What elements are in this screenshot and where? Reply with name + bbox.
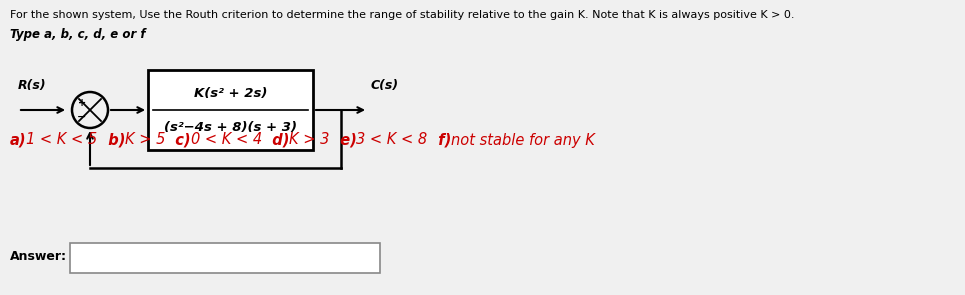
Text: e): e) [330, 132, 356, 148]
FancyBboxPatch shape [70, 243, 380, 273]
Text: +: + [78, 98, 86, 108]
Text: K(s² + 2s): K(s² + 2s) [194, 88, 267, 101]
Text: c): c) [165, 132, 191, 148]
Text: b): b) [97, 132, 125, 148]
Text: For the shown system, Use the Routh criterion to determine the range of stabilit: For the shown system, Use the Routh crit… [10, 10, 794, 20]
Text: K > 3: K > 3 [290, 132, 330, 148]
Text: Answer:: Answer: [10, 250, 67, 263]
Text: 0 < K < 4: 0 < K < 4 [191, 132, 262, 148]
Text: R(s): R(s) [18, 79, 46, 92]
Text: Type a, b, c, d, e or f: Type a, b, c, d, e or f [10, 28, 146, 41]
FancyBboxPatch shape [148, 70, 313, 150]
Text: C(s): C(s) [371, 79, 400, 92]
Text: a): a) [10, 132, 26, 148]
Text: not stable for any K: not stable for any K [451, 132, 594, 148]
Text: 1 < K < 5: 1 < K < 5 [26, 132, 97, 148]
Text: K > 5: K > 5 [125, 132, 165, 148]
Text: d): d) [262, 132, 290, 148]
Text: 3 < K < 8: 3 < K < 8 [356, 132, 427, 148]
Text: f): f) [427, 132, 451, 148]
Text: (s²−4s + 8)(s + 3): (s²−4s + 8)(s + 3) [164, 122, 297, 135]
Text: −: − [77, 112, 87, 122]
